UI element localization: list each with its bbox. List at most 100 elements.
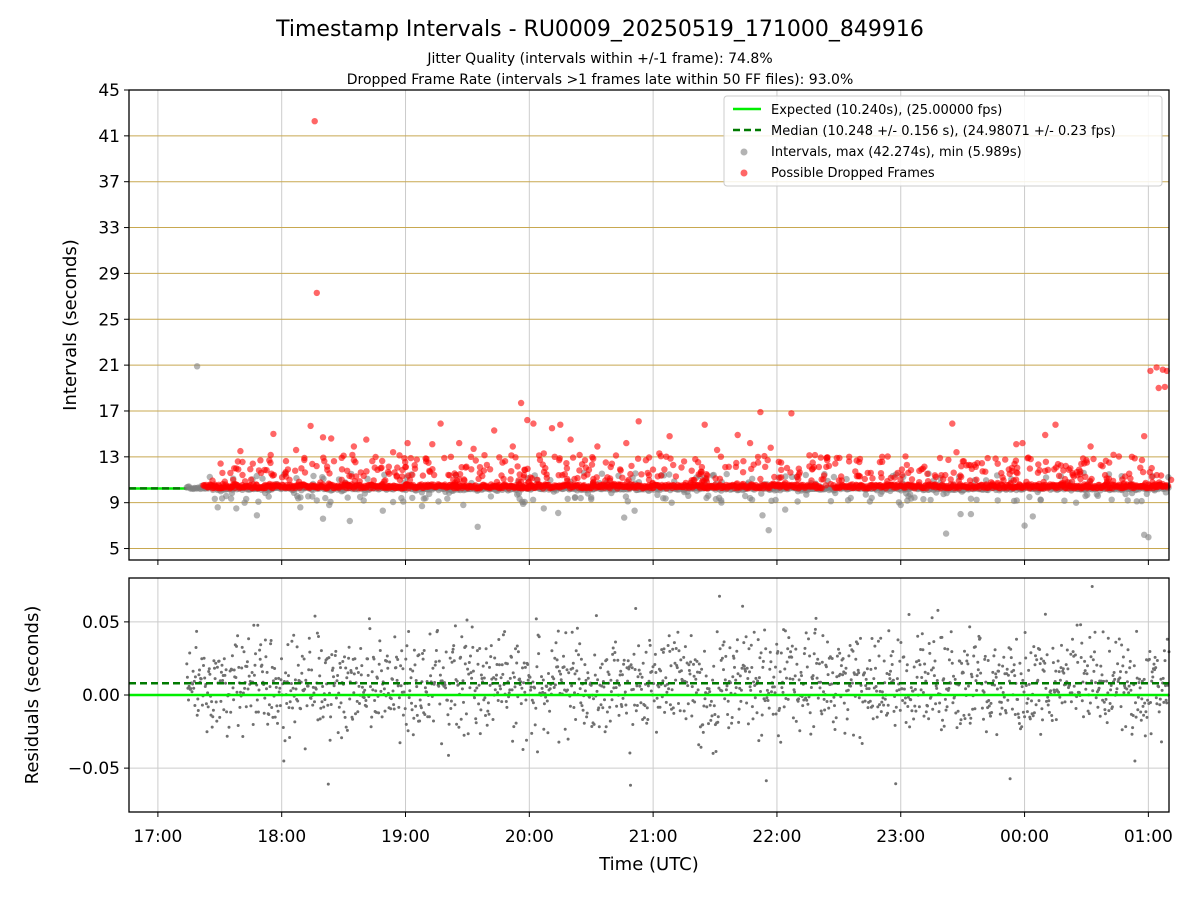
residual-point (1115, 687, 1119, 691)
dropped-frame-point (1097, 461, 1105, 469)
residual-point (879, 636, 883, 640)
residual-point (1022, 690, 1026, 694)
dropped-frame-point (493, 478, 501, 486)
dropped-frame-point (508, 482, 515, 489)
residual-point (528, 675, 532, 679)
residual-point (326, 782, 330, 786)
dropped-frame-outlier-point (1153, 364, 1160, 371)
interval-outlier-point (540, 505, 547, 512)
dropped-frame-point (1128, 481, 1136, 488)
dropped-frame-point (783, 464, 791, 472)
interval-point (877, 490, 884, 497)
residual-point (807, 637, 810, 641)
residuals-y-axis-label: Residuals (seconds) (22, 606, 43, 785)
residual-point (592, 722, 596, 726)
residual-point (842, 701, 846, 705)
residual-point (1108, 649, 1111, 653)
residual-point (247, 674, 251, 678)
residual-point (372, 657, 376, 661)
residual-point (400, 649, 404, 653)
residual-point (693, 700, 697, 704)
dropped-frame-point (1153, 471, 1161, 479)
residual-point (867, 687, 871, 691)
residual-point (813, 627, 817, 631)
residual-point (347, 656, 351, 660)
residual-point (294, 687, 298, 691)
residual-point (849, 678, 853, 682)
dropped-frame-outlier-point (350, 443, 358, 450)
residual-point (620, 673, 624, 677)
dropped-frame-point (856, 458, 863, 466)
residual-point (633, 668, 637, 671)
interval-point (827, 498, 835, 505)
residual-point (880, 690, 884, 694)
residual-point (643, 704, 647, 708)
residual-point (489, 644, 493, 648)
residual-point (915, 675, 919, 679)
dropped-frame-outlier-point (540, 450, 547, 457)
residual-point (362, 696, 366, 700)
residual-point (447, 722, 451, 726)
residual-point (1086, 664, 1089, 668)
residual-point (353, 657, 357, 661)
residual-point (1005, 667, 1009, 671)
residual-point (599, 666, 602, 670)
dropped-frame-point (838, 473, 845, 480)
dropped-frame-point (796, 469, 803, 476)
interval-point (1084, 491, 1091, 499)
interval-point (529, 496, 537, 503)
residual-point (222, 708, 226, 712)
residual-point (319, 649, 323, 653)
residual-point (273, 715, 277, 719)
residual-point (344, 666, 348, 670)
residual-point (429, 674, 433, 678)
residual-point (471, 669, 475, 673)
residual-point (745, 701, 749, 705)
residual-point (608, 705, 612, 709)
residual-point (678, 709, 682, 713)
residual-point (303, 747, 307, 751)
residual-point (995, 687, 999, 691)
residual-point (1120, 728, 1124, 732)
residual-point (827, 706, 831, 710)
interval-outlier-point (759, 512, 766, 519)
dropped-frame-point (460, 476, 468, 483)
residual-point (812, 652, 816, 656)
residual-point (782, 705, 786, 709)
residual-point (383, 709, 387, 713)
interval-outlier-point (631, 507, 638, 514)
dropped-frame-outlier-point (994, 460, 1001, 467)
residual-point (339, 666, 342, 670)
dropped-frame-outlier-point (767, 444, 774, 451)
dropped-frame-outlier-point (722, 463, 729, 471)
residual-point (269, 642, 273, 646)
residual-point (423, 686, 427, 690)
residual-point (891, 678, 895, 682)
residual-point (1161, 676, 1165, 680)
residual-point (730, 721, 734, 725)
residual-point (640, 687, 643, 691)
residual-point (599, 703, 603, 707)
residual-point (244, 705, 248, 709)
residual-point (521, 666, 524, 670)
legend-expected-label: Expected (10.240s), (25.00000 fps) (771, 103, 1002, 118)
residual-point (735, 649, 739, 653)
residuals-y-tick-label: 0.05 (82, 613, 120, 633)
residual-point (256, 623, 260, 627)
dropped-frame-point (310, 482, 318, 490)
residual-point (1138, 677, 1141, 681)
dropped-frame-point (778, 466, 785, 474)
residual-point (902, 687, 906, 691)
residual-point (946, 647, 950, 651)
residual-point (931, 666, 935, 670)
residual-point (931, 707, 935, 711)
residual-point (1063, 700, 1067, 704)
residual-point (526, 678, 530, 682)
residual-point (611, 652, 615, 656)
residual-point (1160, 740, 1163, 744)
dropped-frame-point (878, 474, 885, 481)
legend-intervals-label: Intervals, max (42.274s), min (5.989s) (771, 145, 1022, 160)
residual-point (349, 671, 353, 674)
dropped-frame-point (1127, 475, 1134, 482)
residual-point (284, 671, 288, 675)
